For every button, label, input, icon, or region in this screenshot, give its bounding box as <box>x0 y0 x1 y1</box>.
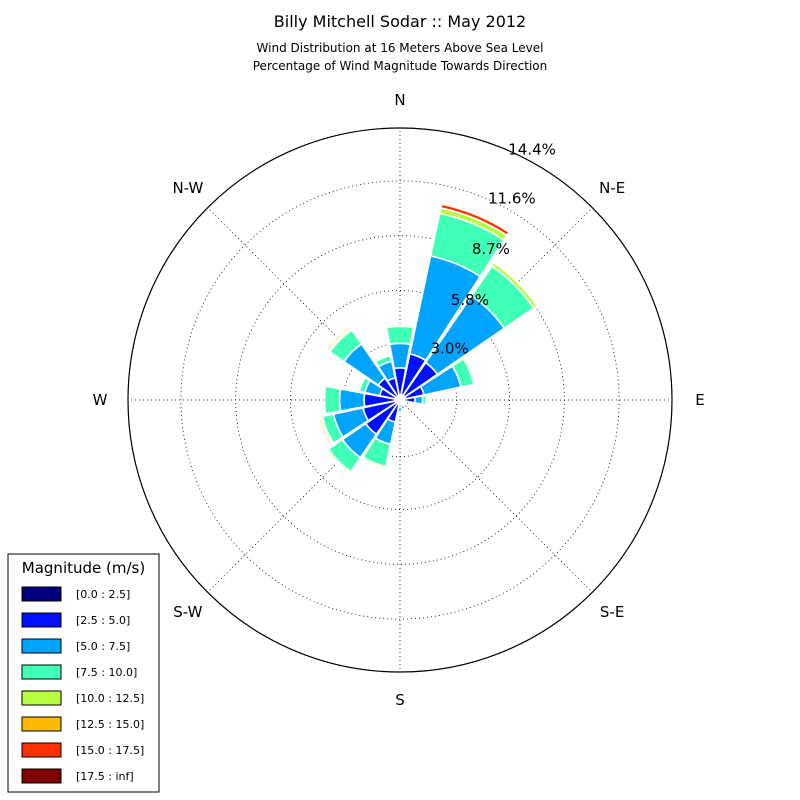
bar-N-bin-3 <box>385 325 415 346</box>
legend-entry-label: [5.0 : 7.5] <box>76 640 130 653</box>
legend-entry-label: [10.0 : 12.5] <box>76 692 144 705</box>
legend: Magnitude (m/s) [0.0 : 2.5] [2.5 : 5.0] [5.… <box>7 553 160 793</box>
direction-label: N-E <box>599 179 625 197</box>
bar-E-bin-2 <box>413 394 424 406</box>
polar-labels: N N-E E S-E S S-W W N-W 3.0% 5.8% 8.7% 11.6% 14.4% <box>93 91 705 709</box>
bar-NW-bin-5 <box>325 325 352 352</box>
direction-label: W <box>93 391 108 409</box>
angular-grid-spoke <box>399 399 593 593</box>
radial-grid-ring <box>180 180 620 620</box>
radial-tick-label: 14.4% <box>508 141 556 159</box>
bar-W-bin-3 <box>323 385 342 415</box>
direction-label: S <box>395 691 405 709</box>
wind-rose-bars <box>317 203 539 475</box>
bar-WSW-bin-5 <box>317 415 333 447</box>
bar-NNE-bin-6 <box>439 203 511 237</box>
bar-ESE-bin-4 <box>408 401 413 408</box>
radial-tick-label: 5.8% <box>451 291 489 309</box>
chart-subtitle-line-2: Percentage of Wind Magnitude Towards Dir… <box>252 59 548 73</box>
bar-ENE-bin-4 <box>462 356 477 386</box>
bar-N-bin-4 <box>385 323 415 329</box>
legend-swatch <box>21 664 62 680</box>
direction-label: E <box>695 391 704 409</box>
bar-E-bin-4 <box>425 393 430 407</box>
bar-S-bin-4 <box>396 412 404 415</box>
chart-title: Billy Mitchell Sodar :: May 2012 <box>273 12 527 31</box>
bar-NE-bin-4 <box>490 261 539 310</box>
legend-title: Magnitude (m/s) <box>22 559 145 577</box>
legend-swatch <box>21 638 62 654</box>
legend-entry-label: [7.5 : 10.0] <box>76 666 137 679</box>
bar-SSW-bin-4 <box>360 455 387 470</box>
legend-swatch <box>21 742 62 758</box>
legend-entry-label: [17.5 : inf] <box>76 770 134 783</box>
angular-grid-spoke <box>207 207 401 401</box>
direction-label: S-W <box>173 603 202 621</box>
legend-swatch <box>21 768 62 784</box>
direction-label: N-W <box>172 179 203 197</box>
legend-entry-label: [12.5 : 15.0] <box>76 718 144 731</box>
legend-entry-label: [0.0 : 2.5] <box>76 588 130 601</box>
direction-label: N <box>394 91 405 109</box>
radial-tick-label: 3.0% <box>431 340 469 358</box>
legend-swatch <box>21 612 62 628</box>
bar-NNW-bin-3 <box>374 354 393 368</box>
bar-WNW-bin-3 <box>358 376 372 394</box>
radial-tick-label: 8.7% <box>472 240 510 258</box>
direction-label: S-E <box>600 603 624 621</box>
chart-subtitle-line-1: Wind Distribution at 16 Meters Above Sea… <box>256 41 544 55</box>
bar-SW-bin-4 <box>325 448 352 475</box>
legend-swatch <box>21 716 62 732</box>
legend-entry-label: [2.5 : 5.0] <box>76 614 130 627</box>
legend-entry-label: [15.0 : 17.5] <box>76 744 144 757</box>
legend-swatch <box>21 690 62 706</box>
radial-tick-label: 11.6% <box>488 190 536 208</box>
angular-grid-spoke <box>207 399 401 593</box>
radial-grid-ring <box>127 127 673 673</box>
legend-swatch <box>21 586 62 602</box>
